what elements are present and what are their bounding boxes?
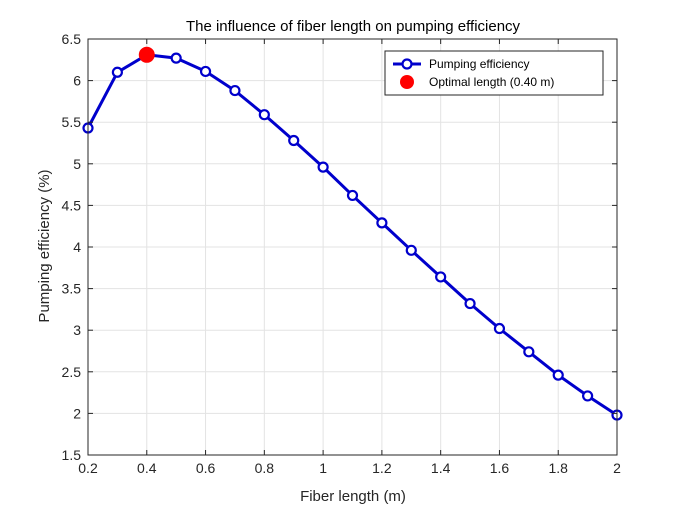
- grid: [87, 38, 618, 456]
- efficiency-point: [552, 369, 564, 381]
- y-tick-label: 2.5: [62, 364, 82, 380]
- efficiency-point: [435, 271, 447, 283]
- legend-box: [384, 50, 604, 96]
- x-tick-label: 0.6: [196, 460, 216, 476]
- legend: Pumping efficiency Optimal length (0.40 m…: [384, 50, 604, 96]
- x-tick-label: 1.4: [431, 460, 451, 476]
- efficiency-point: [317, 161, 329, 173]
- efficiency-point: [346, 189, 359, 202]
- y-axis-title: Pumping efficiency (%): [36, 169, 53, 322]
- series-layer: [82, 46, 623, 421]
- y-tick-label: 4: [73, 239, 81, 255]
- y-tick-label: 3.5: [62, 281, 82, 297]
- x-tick-label: 1.8: [548, 460, 568, 476]
- chart-title: The influence of fiber length on pumping…: [186, 18, 521, 35]
- x-tick-label: 1: [319, 460, 327, 476]
- efficiency-point: [170, 52, 182, 64]
- y-tick-label: 2: [73, 405, 81, 421]
- x-tick-label: 0.8: [255, 460, 275, 476]
- efficiency-point: [523, 346, 535, 358]
- y-tick-label: 4.5: [62, 197, 82, 213]
- legend-label-optimal: Optimal length (0.40 m): [429, 75, 554, 89]
- y-tick-label: 1.5: [62, 447, 82, 463]
- efficiency-point: [405, 244, 417, 256]
- legend-label-efficiency: Pumping efficiency: [429, 57, 530, 71]
- optimal-length-point: [138, 46, 155, 63]
- y-tick-label: 5: [73, 156, 81, 172]
- x-tick-label: 0.2: [78, 460, 98, 476]
- efficiency-point: [258, 109, 270, 121]
- legend-marker-swatch: [401, 58, 413, 70]
- x-tick-label: 1.2: [372, 460, 392, 476]
- y-tick-label: 6: [73, 73, 81, 89]
- efficiency-point: [199, 65, 212, 78]
- efficiency-point: [111, 66, 123, 78]
- x-axis-title: Fiber length (m): [300, 488, 406, 505]
- x-tick-label: 2: [613, 460, 621, 476]
- efficiency-point: [493, 322, 506, 335]
- efficiency-point: [376, 217, 388, 229]
- x-tick-label: 1.6: [490, 460, 510, 476]
- axes: [87, 38, 618, 456]
- efficiency-point: [582, 390, 594, 402]
- legend-optimal-swatch: [400, 75, 414, 89]
- efficiency-point: [464, 297, 476, 310]
- tick-labels: 0.2 0.4 0.6 0.8 1 1.2 1.4 1.6 1.8 2 1.5 2 2.5 3 3.5 4 4.…: [62, 31, 622, 476]
- efficiency-point: [229, 84, 241, 97]
- y-tick-label: 5.5: [62, 114, 82, 130]
- y-tick-label: 6.5: [62, 31, 82, 47]
- x-tick-label: 0.4: [137, 460, 157, 476]
- efficiency-point: [288, 134, 300, 147]
- y-tick-label: 3: [73, 322, 81, 338]
